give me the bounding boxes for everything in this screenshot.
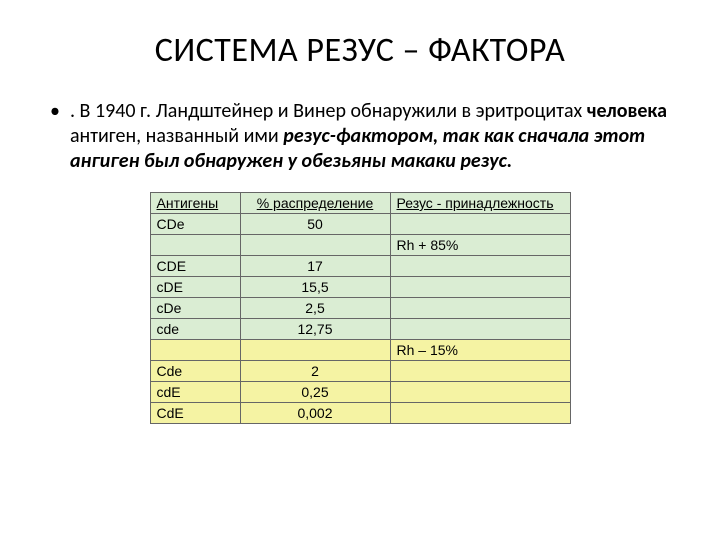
cell-pct: 2: [240, 361, 390, 382]
th-antigens: Антигены: [150, 193, 240, 214]
body-run-2-bold: человека: [587, 99, 667, 123]
cell-ant: cdE: [150, 382, 240, 403]
table-row: CdE 0,002: [150, 403, 570, 424]
th-pct: % распределение: [240, 193, 390, 214]
cell-rh: Rh – 15%: [390, 340, 570, 361]
rhesus-table: Антигены % распределение Резус - принадл…: [150, 192, 571, 424]
cell-pct: [240, 235, 390, 256]
cell-rh: [390, 214, 570, 235]
cell-pct: 0,002: [240, 403, 390, 424]
body-run-1: . В 1940 г. Ландштейнер и Винер обнаружи…: [70, 99, 587, 123]
cell-pct: 17: [240, 256, 390, 277]
cell-ant: cDE: [150, 277, 240, 298]
cell-pct: 2,5: [240, 298, 390, 319]
cell-pct: 50: [240, 214, 390, 235]
cell-ant: CDE: [150, 256, 240, 277]
cell-pct: 0,25: [240, 382, 390, 403]
cell-ant: CDe: [150, 214, 240, 235]
cell-ant: [150, 235, 240, 256]
table-row: Cde 2: [150, 361, 570, 382]
cell-ant: CdE: [150, 403, 240, 424]
cell-pct: [240, 340, 390, 361]
cell-pct: 15,5: [240, 277, 390, 298]
cell-rh: [390, 403, 570, 424]
table-row: Rh – 15%: [150, 340, 570, 361]
slide-title: СИСТЕМА РЕЗУС – ФАКТОРА: [40, 30, 680, 71]
table-header-row: Антигены % распределение Резус - принадл…: [150, 193, 570, 214]
cell-rh: [390, 319, 570, 340]
cell-rh: [390, 298, 570, 319]
cell-rh: [390, 382, 570, 403]
cell-rh: [390, 361, 570, 382]
bullet-glyph: •: [50, 99, 60, 174]
body-run-3: антиген, названный ими: [70, 124, 283, 148]
table-row: CDE 17: [150, 256, 570, 277]
table-row: Rh + 85%: [150, 235, 570, 256]
table-row: CDe 50: [150, 214, 570, 235]
table-row: cde 12,75: [150, 319, 570, 340]
table-row: cdE 0,25: [150, 382, 570, 403]
table-row: cDe 2,5: [150, 298, 570, 319]
cell-rh: Rh + 85%: [390, 235, 570, 256]
table-row: cDE 15,5: [150, 277, 570, 298]
cell-ant: cde: [150, 319, 240, 340]
cell-ant: cDe: [150, 298, 240, 319]
th-rh: Резус - принадлежность: [390, 193, 570, 214]
cell-rh: [390, 256, 570, 277]
cell-pct: 12,75: [240, 319, 390, 340]
cell-ant: [150, 340, 240, 361]
body-paragraph: • . В 1940 г. Ландштейнер и Винер обнару…: [50, 99, 680, 174]
cell-rh: [390, 277, 570, 298]
cell-ant: Cde: [150, 361, 240, 382]
